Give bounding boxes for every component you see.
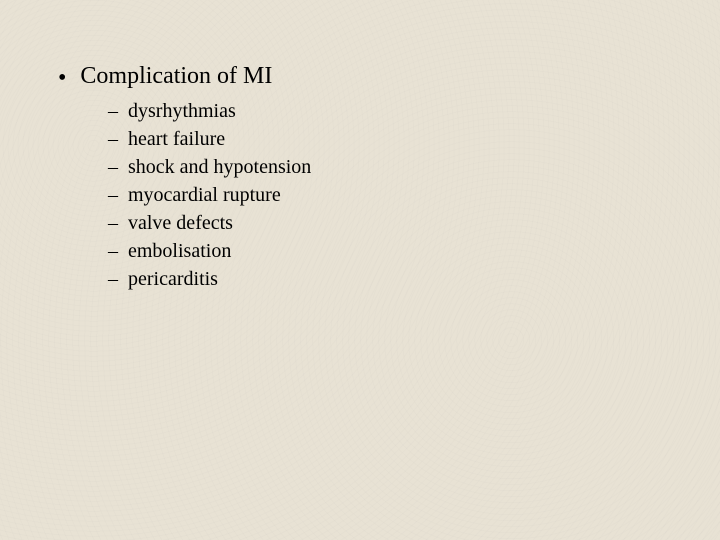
dash-icon: – <box>108 210 128 236</box>
dash-icon: – <box>108 182 128 208</box>
list-item: – shock and hypotension <box>108 154 311 180</box>
dash-icon: – <box>108 98 128 124</box>
list-item-label: embolisation <box>128 238 231 264</box>
list-item-label: dysrhythmias <box>128 98 236 124</box>
list-item: – dysrhythmias <box>108 98 311 124</box>
slide: • Complication of MI – dysrhythmias – he… <box>0 0 720 540</box>
list-item-label: myocardial rupture <box>128 182 281 208</box>
dash-icon: – <box>108 126 128 152</box>
list-item-label: shock and hypotension <box>128 154 311 180</box>
bullet-dot-icon: • <box>58 66 66 90</box>
list-item-label: valve defects <box>128 210 233 236</box>
list-item: – embolisation <box>108 238 311 264</box>
list-item: – pericarditis <box>108 266 311 292</box>
main-bullet-label: Complication of MI <box>80 62 272 90</box>
main-bullet: • Complication of MI <box>58 62 272 90</box>
list-item: – myocardial rupture <box>108 182 311 208</box>
list-item: – valve defects <box>108 210 311 236</box>
dash-icon: – <box>108 154 128 180</box>
sub-bullet-list: – dysrhythmias – heart failure – shock a… <box>108 98 311 294</box>
list-item-label: heart failure <box>128 126 225 152</box>
dash-icon: – <box>108 238 128 264</box>
dash-icon: – <box>108 266 128 292</box>
list-item: – heart failure <box>108 126 311 152</box>
list-item-label: pericarditis <box>128 266 218 292</box>
